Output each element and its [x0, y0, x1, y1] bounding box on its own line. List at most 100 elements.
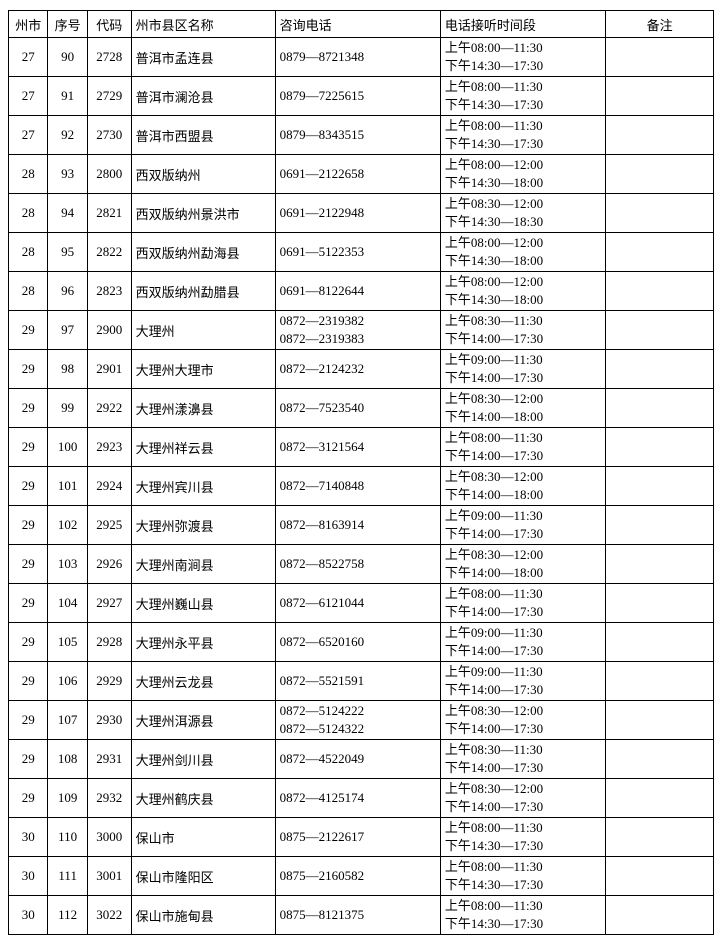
cell-code: 2929 [87, 662, 131, 701]
cell-time: 上午08:00—11:30下午14:30—17:30 [440, 896, 605, 935]
table-row: 27922730普洱市西盟县0879—8343515上午08:00—11:30下… [9, 116, 714, 155]
table-row: 291052928大理州永平县0872—6520160上午09:00—11:30… [9, 623, 714, 662]
cell-time: 上午09:00—11:30下午14:00—17:30 [440, 623, 605, 662]
time-line: 下午14:00—18:00 [445, 564, 605, 582]
cell-name: 普洱市澜沧县 [131, 77, 275, 116]
cell-note [606, 584, 714, 623]
phone-line: 0691—2122658 [280, 165, 440, 183]
cell-note [606, 818, 714, 857]
cell-city: 29 [9, 467, 48, 506]
cell-seq: 112 [48, 896, 87, 935]
cell-city: 29 [9, 545, 48, 584]
cell-note [606, 311, 714, 350]
cell-seq: 90 [48, 38, 87, 77]
cell-code: 2730 [87, 116, 131, 155]
cell-name: 保山市施甸县 [131, 896, 275, 935]
time-line: 上午09:00—11:30 [445, 624, 605, 642]
time-line: 下午14:30—18:00 [445, 291, 605, 309]
phone-line: 0872—5124322 [280, 720, 440, 738]
cell-time: 上午08:30—12:00下午14:00—18:00 [440, 545, 605, 584]
time-line: 下午14:30—18:30 [445, 213, 605, 231]
cell-name: 西双版纳州勐海县 [131, 233, 275, 272]
cell-phone: 0872—8163914 [275, 506, 440, 545]
cell-time: 上午08:30—12:00下午14:00—17:30 [440, 779, 605, 818]
cell-time: 上午08:00—11:30下午14:30—17:30 [440, 77, 605, 116]
cell-code: 2923 [87, 428, 131, 467]
col-city: 州市 [9, 11, 48, 38]
time-line: 上午08:30—11:30 [445, 312, 605, 330]
cell-note [606, 467, 714, 506]
cell-name: 大理州巍山县 [131, 584, 275, 623]
phone-line: 0875—8121375 [280, 906, 440, 924]
cell-code: 2924 [87, 467, 131, 506]
cell-note [606, 740, 714, 779]
time-line: 下午14:00—17:30 [445, 759, 605, 777]
cell-seq: 91 [48, 77, 87, 116]
cell-code: 2926 [87, 545, 131, 584]
time-line: 上午08:00—12:00 [445, 273, 605, 291]
cell-seq: 97 [48, 311, 87, 350]
cell-phone: 0879—8721348 [275, 38, 440, 77]
cell-time: 上午08:00—11:30下午14:30—17:30 [440, 857, 605, 896]
cell-code: 2821 [87, 194, 131, 233]
phone-line: 0872—3121564 [280, 438, 440, 456]
col-code: 代码 [87, 11, 131, 38]
cell-note [606, 545, 714, 584]
time-line: 上午08:00—12:00 [445, 156, 605, 174]
time-line: 上午09:00—11:30 [445, 663, 605, 681]
table-row: 27912729普洱市澜沧县0879—7225615上午08:00—11:30下… [9, 77, 714, 116]
phone-line: 0872—2319382 [280, 312, 440, 330]
cell-note [606, 896, 714, 935]
phone-line: 0872—8163914 [280, 516, 440, 534]
cell-city: 29 [9, 701, 48, 740]
time-line: 上午08:00—11:30 [445, 117, 605, 135]
cell-note [606, 77, 714, 116]
cell-phone: 0875—2122617 [275, 818, 440, 857]
cell-code: 2925 [87, 506, 131, 545]
cell-phone: 0872—8522758 [275, 545, 440, 584]
phone-line: 0872—5521591 [280, 672, 440, 690]
time-line: 上午09:00—11:30 [445, 351, 605, 369]
header-row: 州市 序号 代码 州市县区名称 咨询电话 电话接听时间段 备注 [9, 11, 714, 38]
table-row: 291062929大理州云龙县0872—5521591上午09:00—11:30… [9, 662, 714, 701]
cell-name: 保山市 [131, 818, 275, 857]
phone-line: 0691—5122353 [280, 243, 440, 261]
time-line: 下午14:30—18:00 [445, 252, 605, 270]
cell-city: 30 [9, 818, 48, 857]
time-line: 上午08:30—12:00 [445, 195, 605, 213]
cell-code: 2729 [87, 77, 131, 116]
time-line: 下午14:00—17:30 [445, 642, 605, 660]
phone-line: 0691—8122644 [280, 282, 440, 300]
cell-city: 27 [9, 38, 48, 77]
cell-time: 上午09:00—11:30下午14:00—17:30 [440, 350, 605, 389]
phone-line: 0872—6520160 [280, 633, 440, 651]
directory-table: 州市 序号 代码 州市县区名称 咨询电话 电话接听时间段 备注 279027 28… [8, 10, 714, 935]
col-time: 电话接听时间段 [440, 11, 605, 38]
cell-name: 大理州漾濞县 [131, 389, 275, 428]
cell-phone: 0691—8122644 [275, 272, 440, 311]
cell-city: 29 [9, 428, 48, 467]
cell-code: 2931 [87, 740, 131, 779]
cell-city: 27 [9, 77, 48, 116]
cell-phone: 0872—6520160 [275, 623, 440, 662]
time-line: 上午08:30—12:00 [445, 702, 605, 720]
table-row: 291042927大理州巍山县0872—6121044上午08:00—11:30… [9, 584, 714, 623]
cell-name: 大理州剑川县 [131, 740, 275, 779]
cell-city: 28 [9, 233, 48, 272]
cell-code: 2800 [87, 155, 131, 194]
cell-time: 上午08:30—11:30下午14:00—17:30 [440, 740, 605, 779]
time-line: 上午08:30—12:00 [445, 780, 605, 798]
table-row: 291072930大理州洱源县0872—51242220872—5124322上… [9, 701, 714, 740]
cell-seq: 95 [48, 233, 87, 272]
table-row: 291002923大理州祥云县0872—3121564上午08:00—11:30… [9, 428, 714, 467]
time-line: 上午08:00—11:30 [445, 858, 605, 876]
col-name: 州市县区名称 [131, 11, 275, 38]
cell-seq: 99 [48, 389, 87, 428]
table-row: 291092932大理州鹤庆县0872—4125174上午08:30—12:00… [9, 779, 714, 818]
cell-code: 2901 [87, 350, 131, 389]
time-line: 下午14:30—17:30 [445, 876, 605, 894]
cell-note [606, 389, 714, 428]
table-row: 301113001保山市隆阳区0875—2160582上午08:00—11:30… [9, 857, 714, 896]
time-line: 下午14:30—17:30 [445, 96, 605, 114]
cell-note [606, 155, 714, 194]
